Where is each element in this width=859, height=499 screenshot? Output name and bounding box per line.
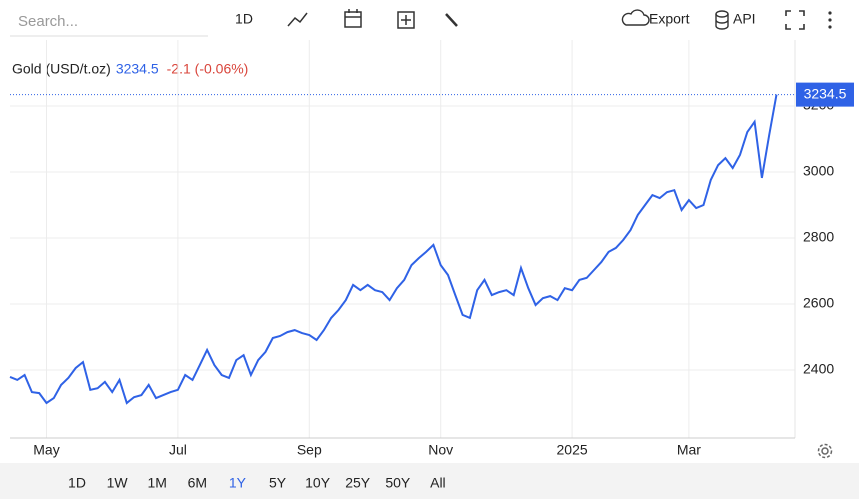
menu-icon[interactable] xyxy=(828,11,832,29)
y-tick-label: 2600 xyxy=(803,295,834,311)
fullscreen-icon[interactable] xyxy=(785,10,805,30)
api-icon[interactable] xyxy=(715,10,729,30)
x-tick-label: 2025 xyxy=(557,442,588,458)
range-bar xyxy=(0,463,859,499)
y-tick-label: 2800 xyxy=(803,229,834,245)
range-button[interactable]: 50Y xyxy=(385,475,411,491)
range-button[interactable]: 10Y xyxy=(305,475,331,491)
y-tick-label: 2400 xyxy=(803,361,834,377)
x-tick-label: May xyxy=(33,442,59,458)
range-button[interactable]: 1M xyxy=(147,475,166,491)
range-button[interactable]: 1W xyxy=(107,475,129,491)
range-button[interactable]: 1Y xyxy=(229,475,247,491)
search-box[interactable]: Search... xyxy=(18,13,78,30)
chart-title: Gold (USD/t.oz) xyxy=(12,61,111,77)
range-button[interactable]: All xyxy=(430,475,446,491)
last-price-label: 3234.5 xyxy=(804,85,847,101)
y-tick-label: 3000 xyxy=(803,163,834,179)
last-price-badge xyxy=(796,82,854,107)
price-line xyxy=(9,94,778,405)
chart-type-icon[interactable] xyxy=(287,12,308,27)
interval-button[interactable]: 1D xyxy=(235,11,253,27)
range-button[interactable]: 1D xyxy=(68,475,86,491)
export-icon[interactable] xyxy=(621,9,650,26)
calendar-icon[interactable] xyxy=(344,9,362,28)
range-button[interactable]: 6M xyxy=(188,475,207,491)
range-button[interactable]: 25Y xyxy=(345,475,371,491)
last-price: 3234.5 xyxy=(116,61,159,77)
x-tick-label: Nov xyxy=(428,442,453,458)
x-tick-label: Sep xyxy=(297,442,322,458)
api-button[interactable]: API xyxy=(733,11,756,27)
add-indicator-icon[interactable] xyxy=(397,11,415,29)
x-tick-label: Mar xyxy=(677,442,701,458)
x-tick-label: Jul xyxy=(169,442,187,458)
settings-icon[interactable] xyxy=(817,443,833,459)
tools-icon[interactable] xyxy=(445,13,458,27)
range-button[interactable]: 5Y xyxy=(269,475,287,491)
price-change: -2.1 (-0.06%) xyxy=(167,61,249,77)
export-button[interactable]: Export xyxy=(649,11,690,27)
